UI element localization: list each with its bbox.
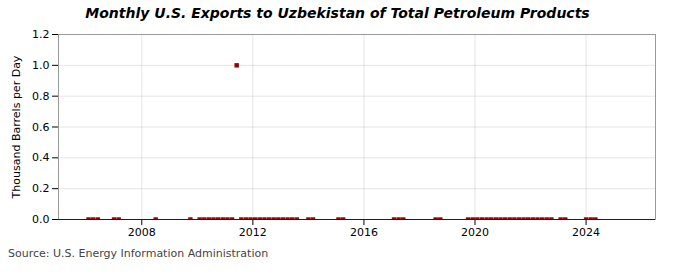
svg-text:0.4: 0.4 [32, 151, 50, 164]
html-text:Monthly U.S. Exports to Uzbeki: Monthly U.S. Exports to Uzbekistan of To… [85, 5, 590, 21]
svg-text:0.8: 0.8 [32, 90, 50, 103]
svg-text:2024: 2024 [572, 226, 600, 239]
svg-text:0.6: 0.6 [32, 121, 50, 134]
svg-text:Thousand Barrels per Day: Thousand Barrels per Day [10, 55, 23, 199]
svg-text:2016: 2016 [350, 226, 378, 239]
svg-text:1.0: 1.0 [32, 59, 50, 72]
svg-text:0.0: 0.0 [32, 213, 50, 226]
svg-text:1.2: 1.2 [32, 28, 50, 41]
html-text:Source: U.S. Energy Informatio: Source: U.S. Energy Information Administ… [8, 247, 269, 260]
svg-text:2012: 2012 [239, 226, 267, 239]
svg-text:2008: 2008 [128, 226, 156, 239]
svg-text:0.2: 0.2 [32, 182, 50, 195]
svg-text:2020: 2020 [461, 226, 489, 239]
